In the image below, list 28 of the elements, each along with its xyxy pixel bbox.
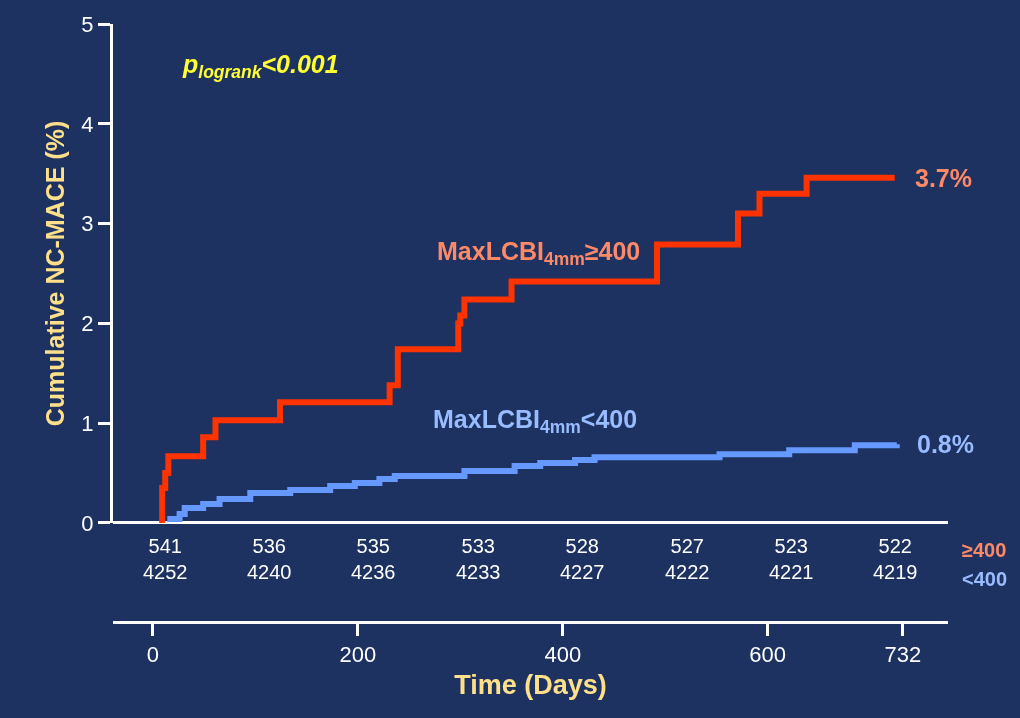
- text: 528 4227: [560, 535, 605, 583]
- y-axis-title: Cumulative NC-MACE (%): [41, 120, 70, 427]
- text: <400: [962, 568, 1008, 590]
- text: 535 4236: [351, 535, 396, 583]
- x-tick-label: 732: [884, 642, 922, 668]
- annotation: 0.8%: [917, 430, 974, 458]
- x-tick-label: 200: [339, 642, 377, 668]
- text: 536 4240: [247, 535, 292, 583]
- text: 522 4219: [873, 535, 918, 583]
- y-tick-label: 4: [81, 111, 94, 137]
- annotation: 3.7%: [915, 164, 972, 192]
- x-tick-label: 600: [749, 642, 787, 668]
- y-tick-label: 1: [81, 410, 94, 436]
- series-label: MaxLCBI$_{4mm}$≥400: [437, 237, 641, 270]
- y-tick-label: 0: [81, 510, 94, 536]
- y-tick-label: 5: [81, 11, 94, 37]
- series-label: MaxLCBI$_{4mm}$<400: [433, 405, 638, 438]
- y-tick-label: 3: [81, 211, 94, 237]
- x-tick-label: 400: [544, 642, 582, 668]
- x-tick-label: 0: [146, 642, 160, 668]
- text: ≥400: [962, 539, 1007, 561]
- text: 527 4222: [665, 535, 710, 583]
- annotation: p$_{logrank}$<0.001: [182, 50, 339, 83]
- text: 541 4252: [143, 535, 188, 583]
- y-tick-label: 2: [81, 311, 94, 337]
- text: 523 4221: [769, 535, 814, 583]
- x-axis-title: Time (Days): [454, 669, 607, 700]
- text: 533 4233: [456, 535, 501, 583]
